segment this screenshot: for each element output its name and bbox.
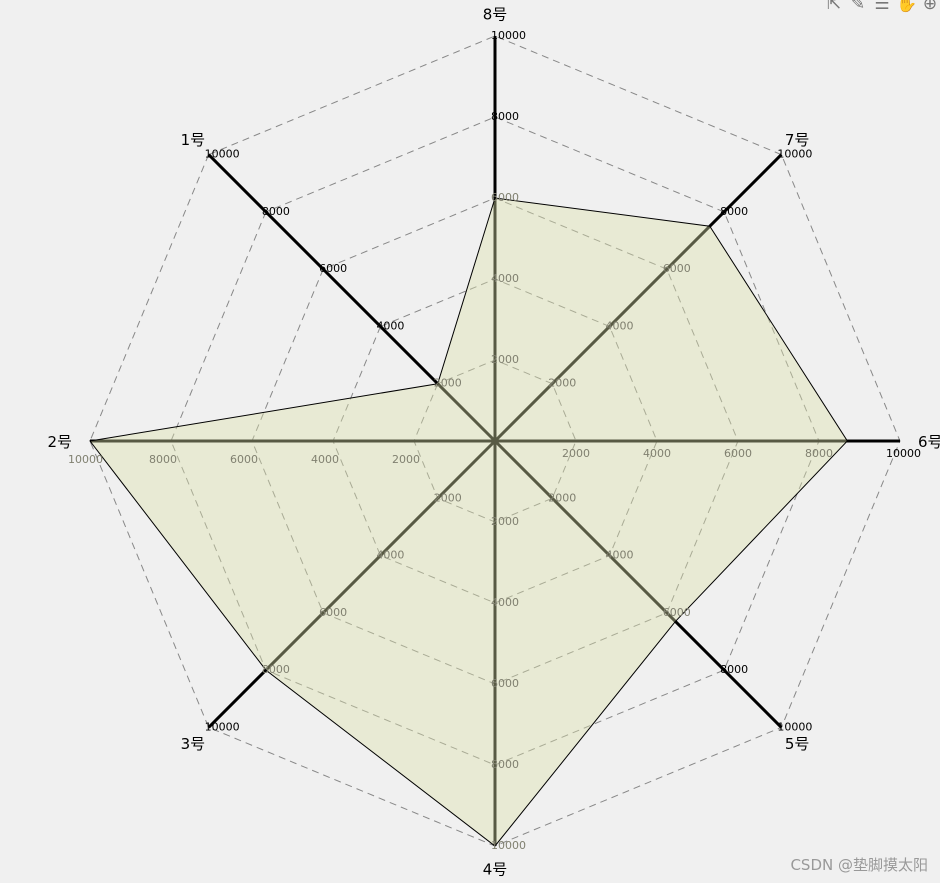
category-label: 7号	[785, 131, 810, 149]
watermark: CSDN @垫脚摸太阳	[790, 856, 928, 874]
tick-label: 6000	[230, 453, 258, 466]
category-label: 8号	[483, 6, 508, 24]
tick-label: 8000	[262, 205, 290, 218]
tick-label: 4000	[606, 549, 634, 562]
zoom-icon[interactable]: ⊕	[922, 0, 938, 14]
series-area	[89, 197, 848, 847]
category-label: 6号	[918, 433, 940, 451]
tick-label: 10000	[491, 839, 526, 852]
tick-label: 4000	[606, 319, 634, 332]
tick-label: 6000	[663, 262, 691, 275]
category-label: 4号	[483, 860, 508, 878]
tick-label: 2000	[434, 377, 462, 390]
axis-line	[493, 153, 783, 443]
tick-label: 10000	[68, 453, 103, 466]
grid-ring	[413, 359, 577, 523]
tick-label: 6000	[663, 606, 691, 619]
grid-ring	[170, 116, 820, 766]
tick-label: 8000	[720, 205, 748, 218]
tick-label: 2000	[434, 491, 462, 504]
tick-label: 8000	[149, 453, 177, 466]
axis-line	[493, 439, 783, 729]
tick-label: 4000	[311, 453, 339, 466]
tick-label: 4000	[491, 272, 519, 285]
data-view-icon[interactable]: ☰	[874, 0, 890, 14]
tick-label: 6000	[491, 677, 519, 690]
category-label: 5号	[785, 735, 810, 753]
export-icon[interactable]: ⇱	[826, 0, 842, 14]
tick-label: 10000	[777, 148, 812, 161]
tick-label: 6000	[319, 262, 347, 275]
tick-label: 2000	[562, 447, 590, 460]
tick-label: 2000	[491, 515, 519, 528]
pan-icon[interactable]: ✋	[896, 0, 918, 14]
tick-label: 4000	[376, 319, 404, 332]
tick-label: 8000	[491, 758, 519, 771]
tick-label: 8000	[262, 663, 290, 676]
tick-label: 8000	[491, 110, 519, 123]
toolbox: ⇱ ✎ ☰ ✋ ⊕	[824, 0, 940, 14]
axis-line	[207, 439, 497, 729]
category-label: 1号	[181, 131, 206, 149]
tick-label: 10000	[886, 447, 921, 460]
category-label: 3号	[181, 735, 206, 753]
tick-label: 4000	[376, 549, 404, 562]
tick-label: 6000	[724, 447, 752, 460]
tick-label: 2000	[548, 491, 576, 504]
tick-label: 6000	[491, 191, 519, 204]
tick-label: 10000	[491, 29, 526, 42]
tick-label: 4000	[643, 447, 671, 460]
tick-label: 4000	[491, 596, 519, 609]
tick-label: 2000	[548, 377, 576, 390]
tick-label: 10000	[205, 720, 240, 733]
tick-label: 8000	[805, 447, 833, 460]
tick-label: 8000	[720, 663, 748, 676]
tick-label: 6000	[319, 606, 347, 619]
tick-label: 2000	[392, 453, 420, 466]
category-label: 2号	[47, 433, 72, 451]
tick-label: 10000	[777, 720, 812, 733]
tick-label: 2000	[491, 353, 519, 366]
brush-icon[interactable]: ✎	[850, 0, 866, 14]
axis-line	[207, 153, 497, 443]
tick-label: 10000	[205, 148, 240, 161]
grid-ring	[251, 197, 739, 685]
